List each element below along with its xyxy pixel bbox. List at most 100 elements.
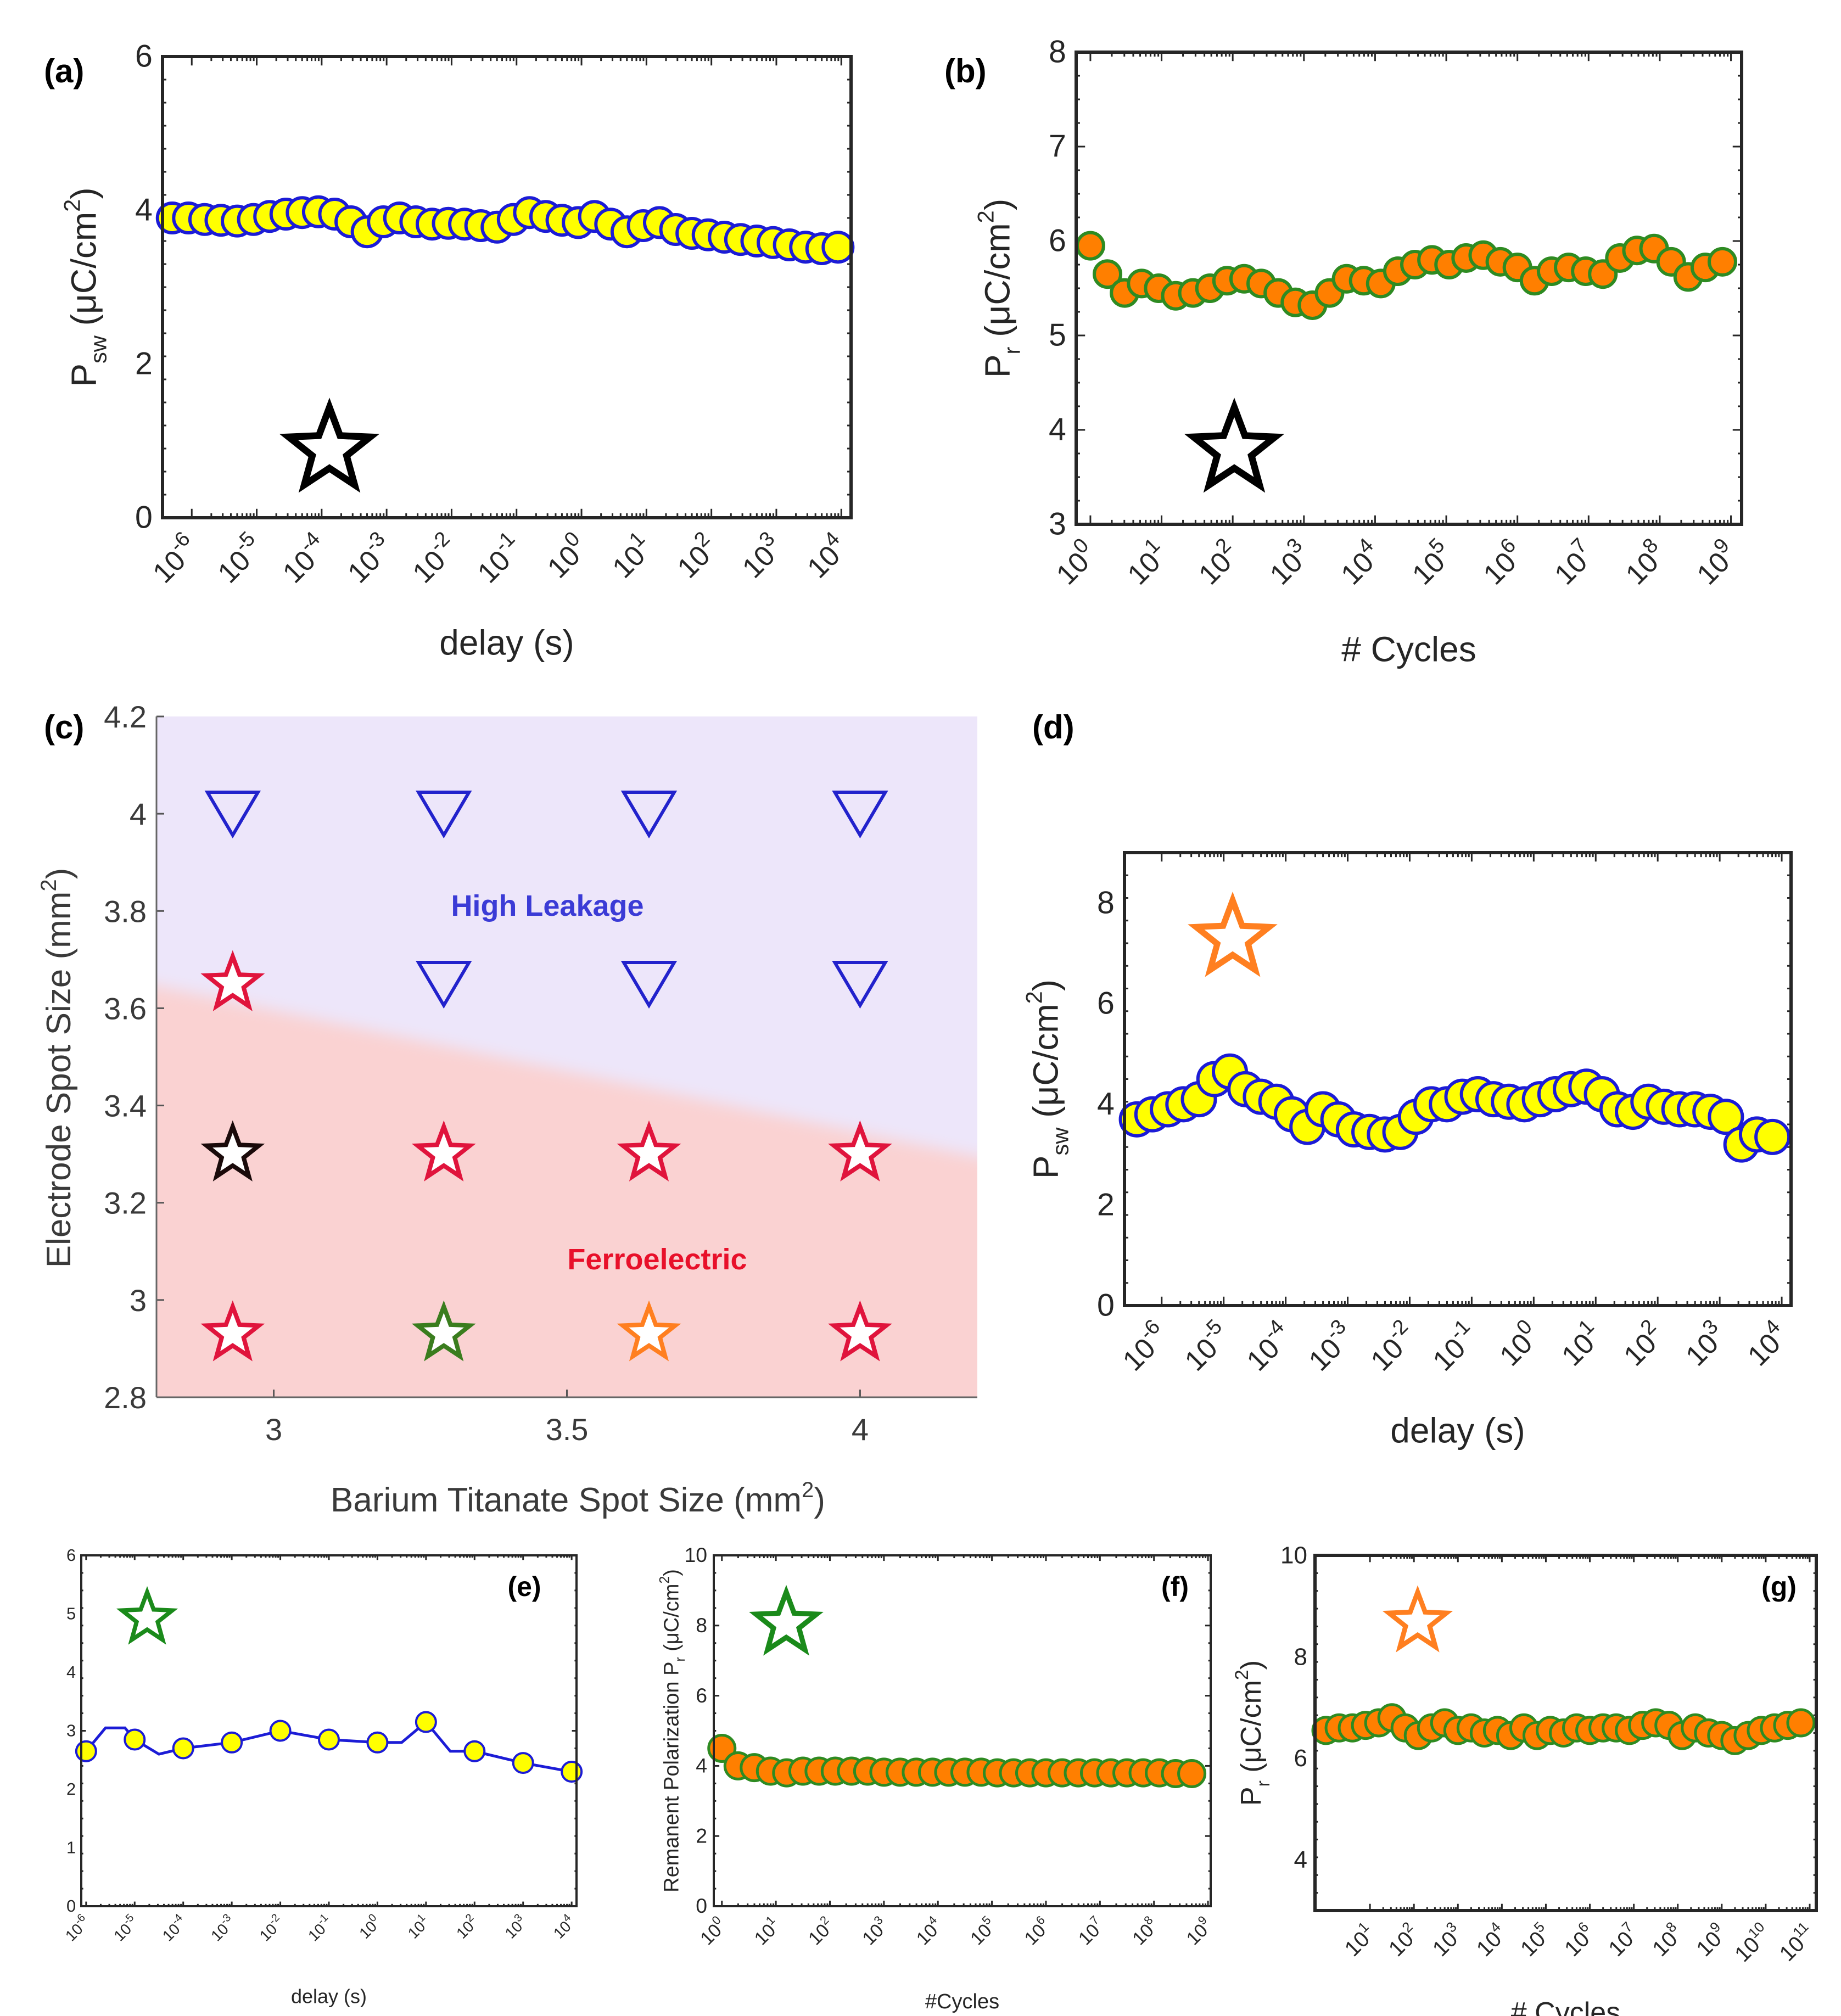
y-tick-label: 3.6	[104, 991, 147, 1026]
y-tick-label: 2	[66, 1779, 76, 1799]
y-axis-label: Remanent Polarization Pr (μC/cm2)	[657, 1569, 688, 1892]
x-tick-label: 108	[1127, 1913, 1163, 1949]
data-point	[1093, 259, 1123, 289]
x-tick-label: 101	[1552, 1315, 1609, 1372]
y-tick-label: 3.8	[104, 894, 147, 928]
y-axis-label: Electrode Spot Size (mm2)	[37, 868, 78, 1268]
y-tick-label: 2	[1097, 1187, 1115, 1222]
high-leakage-region	[156, 716, 977, 1157]
x-tick-label: 10-1	[1423, 1315, 1485, 1377]
data-point	[75, 1740, 97, 1762]
x-axis-label: # Cycles	[1341, 630, 1476, 669]
y-tick-label: 6	[1049, 223, 1066, 259]
x-tick-label: 10-6	[143, 527, 205, 589]
x-axis-label: delay (s)	[1390, 1411, 1525, 1451]
axes-d-frame	[1123, 851, 1793, 1307]
x-tick-label: 108	[1616, 534, 1673, 591]
x-tick-label: 100	[695, 1913, 731, 1949]
x-tick-label: 101	[402, 1912, 433, 1942]
data-point-triangle	[416, 961, 472, 1009]
x-tick-label: 104	[797, 527, 854, 584]
data-point	[463, 1740, 486, 1762]
y-tick-label: 0	[66, 1896, 76, 1916]
data-point	[707, 1733, 737, 1763]
panel-label-g: (g)	[1761, 1571, 1797, 1602]
x-tick-label: 102	[451, 1912, 482, 1942]
data-point-triangle	[832, 791, 888, 839]
x-tick-label: 103	[1425, 1918, 1468, 1961]
x-tick-label: 105	[1402, 534, 1459, 591]
y-tick-label: 0	[696, 1894, 707, 1917]
panel-label-f: (f)	[1161, 1571, 1189, 1602]
x-tick-label: 104	[549, 1912, 579, 1942]
x-tick-label: 10-5	[109, 1912, 142, 1945]
x-tick-label: 106	[1474, 534, 1531, 591]
x-tick-label: 104	[1738, 1315, 1795, 1372]
x-tick-label: 102	[802, 1913, 838, 1949]
y-tick-label: 10	[1280, 1542, 1307, 1569]
y-tick-label: 10	[685, 1543, 708, 1566]
data-point-star	[617, 1120, 681, 1181]
x-tick-label: 103	[1260, 534, 1317, 591]
axes-f-frame	[713, 1554, 1212, 1907]
y-tick-label: 6	[1294, 1745, 1307, 1772]
x-tick-label: 107	[1545, 534, 1602, 591]
x-tick-label: 104	[1469, 1918, 1512, 1961]
panel-c: (c) 2.8 3 3.2 3.4 3.6 3.8 4 4.2 3 3.5 4 Electrode Sp…	[37, 699, 977, 1519]
panel-e: (e) 0 1 2 3 4 5 6 10-6 10-5 10-4 10-3 10-2 10-1 100 101…	[62, 1545, 583, 2007]
data-markers-d	[1118, 1053, 1791, 1163]
x-tick-label: 10-5	[208, 527, 270, 589]
data-point	[1708, 247, 1738, 277]
y-tick-label: 3	[66, 1721, 76, 1740]
x-tick-label: 102	[1381, 1918, 1424, 1961]
x-tick-label: 105	[1513, 1918, 1556, 1961]
data-point	[1708, 1099, 1744, 1135]
data-markers-c	[200, 791, 892, 1362]
x-tick-label: 10-4	[273, 527, 335, 589]
x-tick-label: 10-2	[402, 527, 465, 589]
y-tick-label: 0	[1097, 1288, 1115, 1323]
panel-g: (g) 4 6 8 10 101 102 103 104 105 106 107 108 10910101…	[1232, 1542, 1818, 2016]
data-point	[561, 1761, 583, 1783]
x-tick-label: 103	[732, 527, 790, 584]
data-point	[1177, 1759, 1207, 1788]
x-tick-label: 10-2	[1361, 1315, 1423, 1377]
y-axis-label: Pr (μC/cm2)	[973, 199, 1025, 378]
panel-label-e: (e)	[507, 1571, 541, 1602]
x-tick-label: 105	[964, 1913, 1000, 1949]
x-tick-label: 102	[1614, 1315, 1671, 1372]
data-point	[269, 1720, 292, 1742]
star-marker-f	[749, 1584, 824, 1656]
panel-f: (f) 0 2 4 6 8 10 100 101 102 103 104 105 106 107 108 109…	[657, 1543, 1217, 2013]
y-tick-label: 4	[696, 1754, 707, 1777]
x-tick-label: 10-1	[303, 1912, 336, 1945]
y-tick-label: 4	[135, 193, 153, 228]
x-tick-label: 106	[1557, 1918, 1600, 1961]
y-tick-label: 6	[66, 1545, 76, 1565]
x-tick-label: 10-3	[338, 527, 400, 589]
y-tick-label: 6	[1097, 986, 1115, 1021]
y-tick-label: 8	[1049, 35, 1066, 70]
panel-b: (b) 3 4 5 6 7 8 100 101 102 103 104 105 106 107 108 109 #…	[944, 35, 1743, 669]
data-markers-f	[707, 1733, 1207, 1788]
x-axis-label: Barium Titanate Spot Size (mm2)	[331, 1478, 825, 1519]
data-point-triangle	[832, 961, 888, 1009]
x-tick-label: 108	[1645, 1918, 1688, 1961]
data-point	[1075, 231, 1105, 261]
star-marker-e	[116, 1586, 178, 1645]
data-point	[1754, 1118, 1791, 1155]
x-tick-label: 104	[1331, 534, 1388, 591]
x-tick-label: 10-4	[158, 1912, 191, 1945]
star-marker-g	[1382, 1585, 1453, 1653]
x-tick-label: 101	[748, 1913, 785, 1949]
data-markers-b	[1075, 231, 1738, 320]
x-tick-label: 109	[1180, 1913, 1217, 1949]
y-tick-label: 0	[135, 500, 153, 535]
data-point-star	[200, 1120, 265, 1181]
x-tick-label: 10-2	[254, 1912, 287, 1945]
x-tick-label: 100	[538, 527, 595, 584]
data-markers-e	[75, 1711, 583, 1783]
x-tick-label: 10-1	[468, 527, 530, 589]
data-point-triangle	[620, 791, 678, 839]
